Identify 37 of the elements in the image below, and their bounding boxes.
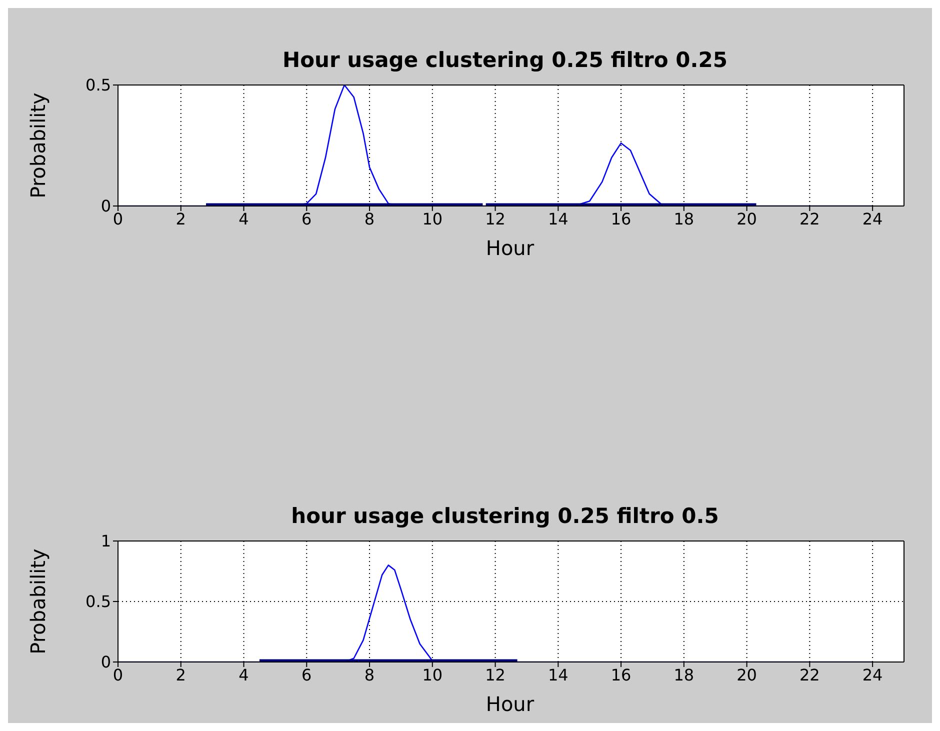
x-tick-label: 8 [364, 209, 375, 228]
y-tick-label: 0 [100, 196, 111, 216]
y-tick-label: 1 [100, 532, 111, 551]
y-tick-label: 0.5 [86, 592, 111, 612]
x-tick-label: 14 [548, 665, 568, 684]
y-tick-label: 0.5 [86, 76, 111, 95]
x-tick-label: 4 [238, 209, 249, 228]
x-tick-label: 18 [674, 209, 694, 228]
x-tick-label: 12 [485, 209, 506, 228]
x-tick-label: 24 [862, 665, 883, 684]
x-tick-label: 0 [112, 665, 124, 684]
x-tick-label: 6 [302, 665, 312, 684]
x-tick-label: 24 [862, 209, 883, 228]
x-tick-label: 0 [112, 209, 124, 228]
x-tick-label: 14 [548, 209, 568, 228]
y-axis-title: Probability [26, 92, 50, 198]
x-tick-label: 10 [422, 665, 443, 684]
x-tick-label: 22 [800, 209, 820, 228]
x-tick-label: 2 [176, 209, 186, 228]
x-tick-label: 18 [674, 665, 694, 684]
x-tick-label: 2 [176, 665, 186, 684]
x-tick-label: 12 [485, 665, 506, 684]
y-axis-title: Probability [26, 548, 50, 654]
x-tick-label: 16 [610, 209, 632, 228]
x-tick-label: 16 [610, 665, 632, 684]
x-tick-label: 20 [736, 209, 757, 228]
x-tick-label: 8 [364, 665, 375, 684]
x-axis-title: Hour [484, 692, 536, 716]
x-tick-label: 4 [238, 665, 249, 684]
chart-title: hour usage clustering 0.25 filtro 0.5 [290, 504, 720, 530]
x-tick-label: 22 [800, 665, 820, 684]
y-tick-label: 0 [100, 652, 111, 672]
chart-title: Hour usage clustering 0.25 filtro 0.25 [282, 48, 728, 74]
x-tick-label: 20 [736, 665, 757, 684]
x-tick-label: 6 [302, 209, 312, 228]
x-tick-label: 10 [422, 209, 443, 228]
x-axis-title: Hour [484, 236, 536, 260]
